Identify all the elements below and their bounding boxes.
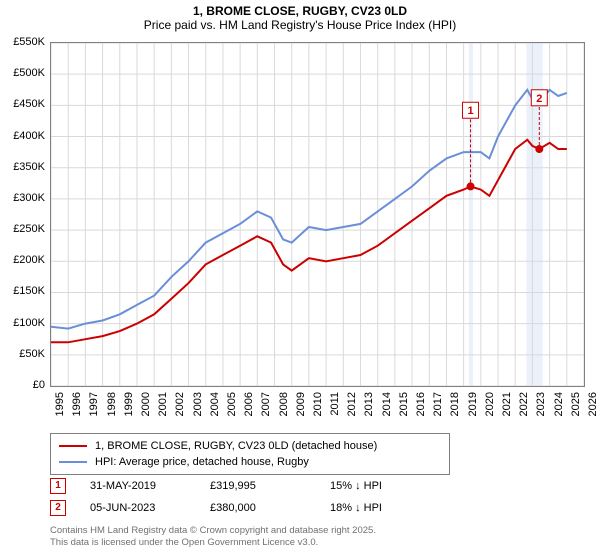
title-line1: 1, BROME CLOSE, RUGBY, CV23 0LD xyxy=(0,4,600,18)
y-tick-label: £400K xyxy=(0,130,45,142)
x-tick-label: 2012 xyxy=(346,392,358,432)
legend-item: HPI: Average price, detached house, Rugb… xyxy=(59,454,441,470)
x-tick-label: 2002 xyxy=(174,392,186,432)
x-tick-label: 2024 xyxy=(553,392,565,432)
x-tick-label: 2020 xyxy=(484,392,496,432)
x-tick-label: 2021 xyxy=(501,392,513,432)
y-tick-label: £100K xyxy=(0,317,45,329)
y-tick-label: £50K xyxy=(0,348,45,360)
legend: 1, BROME CLOSE, RUGBY, CV23 0LD (detache… xyxy=(50,433,450,475)
sale-price: £380,000 xyxy=(210,502,330,514)
y-tick-label: £250K xyxy=(0,223,45,235)
x-tick-label: 2003 xyxy=(192,392,204,432)
svg-text:1: 1 xyxy=(467,105,473,117)
y-tick-label: £200K xyxy=(0,254,45,266)
x-tick-label: 2010 xyxy=(312,392,324,432)
x-tick-label: 2006 xyxy=(243,392,255,432)
y-tick-label: £300K xyxy=(0,192,45,204)
sale-delta: 18% ↓ HPI xyxy=(330,502,450,514)
title-line2: Price paid vs. HM Land Registry's House … xyxy=(0,18,600,32)
x-tick-label: 2015 xyxy=(398,392,410,432)
chart: 12 £0£50K£100K£150K£200K£250K£300K£350K£… xyxy=(50,42,585,387)
x-tick-label: 2019 xyxy=(467,392,479,432)
sale-delta: 15% ↓ HPI xyxy=(330,480,450,492)
y-tick-label: £500K xyxy=(0,67,45,79)
x-tick-label: 2009 xyxy=(295,392,307,432)
x-tick-label: 1998 xyxy=(106,392,118,432)
sale-row: 1 31-MAY-2019 £319,995 15% ↓ HPI xyxy=(50,478,450,494)
y-tick-label: £0 xyxy=(0,379,45,391)
y-tick-label: £450K xyxy=(0,98,45,110)
x-tick-label: 1999 xyxy=(123,392,135,432)
x-tick-label: 2008 xyxy=(278,392,290,432)
x-tick-label: 2001 xyxy=(157,392,169,432)
sale-price: £319,995 xyxy=(210,480,330,492)
y-tick-label: £150K xyxy=(0,285,45,297)
x-tick-label: 2005 xyxy=(226,392,238,432)
legend-label: HPI: Average price, detached house, Rugb… xyxy=(95,456,309,468)
footer-line1: Contains HM Land Registry data © Crown c… xyxy=(50,525,376,537)
legend-item: 1, BROME CLOSE, RUGBY, CV23 0LD (detache… xyxy=(59,438,441,454)
legend-swatch xyxy=(59,445,87,447)
x-tick-label: 2016 xyxy=(415,392,427,432)
sale-date: 31-MAY-2019 xyxy=(90,480,210,492)
x-tick-label: 2007 xyxy=(260,392,272,432)
legend-label: 1, BROME CLOSE, RUGBY, CV23 0LD (detache… xyxy=(95,440,377,452)
footer-line2: This data is licensed under the Open Gov… xyxy=(50,537,376,549)
x-tick-label: 1995 xyxy=(54,392,66,432)
x-tick-label: 2022 xyxy=(518,392,530,432)
footer: Contains HM Land Registry data © Crown c… xyxy=(50,525,376,549)
x-tick-label: 2023 xyxy=(535,392,547,432)
legend-swatch xyxy=(59,461,87,463)
x-tick-label: 2011 xyxy=(329,392,341,432)
x-tick-label: 1997 xyxy=(88,392,100,432)
sale-marker: 1 xyxy=(50,478,66,494)
x-tick-label: 1996 xyxy=(71,392,83,432)
x-tick-label: 2025 xyxy=(570,392,582,432)
svg-text:2: 2 xyxy=(536,93,542,105)
plot-area: 12 xyxy=(50,42,585,387)
sale-marker: 2 xyxy=(50,500,66,516)
x-tick-label: 2026 xyxy=(587,392,599,432)
y-tick-label: £350K xyxy=(0,161,45,173)
x-tick-label: 2014 xyxy=(381,392,393,432)
x-tick-label: 2000 xyxy=(140,392,152,432)
x-tick-label: 2017 xyxy=(432,392,444,432)
sale-row: 2 05-JUN-2023 £380,000 18% ↓ HPI xyxy=(50,500,450,516)
x-tick-label: 2013 xyxy=(363,392,375,432)
x-tick-label: 2018 xyxy=(449,392,461,432)
x-tick-label: 2004 xyxy=(209,392,221,432)
y-tick-label: £550K xyxy=(0,36,45,48)
sale-date: 05-JUN-2023 xyxy=(90,502,210,514)
